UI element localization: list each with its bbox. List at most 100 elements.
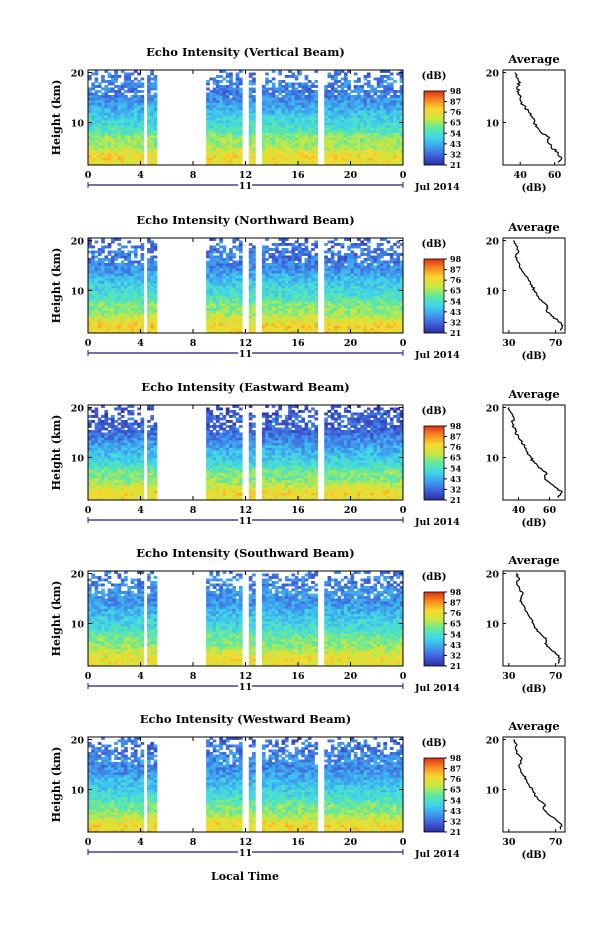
heatmap-cell (91, 145, 95, 148)
heatmap-cell (357, 95, 361, 98)
heatmap-cell (304, 87, 309, 91)
heatmap-cell (271, 117, 276, 121)
heatmap-cell (334, 330, 338, 334)
heatmap-cell (294, 278, 299, 281)
heatmap-cell (248, 72, 253, 76)
heatmap-cell (334, 273, 338, 276)
heatmap-cell (130, 150, 135, 153)
heatmap-cell (140, 248, 145, 251)
heatmap-cell (353, 258, 358, 261)
heatmap-cell (294, 313, 299, 316)
heatmap-cell (133, 250, 138, 254)
heatmap-cell (209, 92, 214, 96)
heatmap-cell (291, 268, 296, 271)
heatmap-cell (278, 305, 282, 309)
heatmap-cell (298, 325, 302, 329)
heatmap-cell (376, 290, 381, 294)
heatmap-cell (107, 260, 112, 264)
heatmap-cell (261, 320, 266, 324)
heatmap-cell (232, 320, 237, 324)
heatmap-cell (133, 270, 138, 274)
heatmap-cell (140, 115, 145, 118)
heatmap-cell (294, 157, 299, 161)
heatmap-cell (104, 100, 109, 103)
heatmap-cell (347, 120, 351, 123)
heatmap-cell (150, 258, 155, 261)
heatmap-cell (225, 325, 230, 329)
heatmap-cell (222, 270, 227, 274)
heatmap-cell (252, 293, 256, 296)
heatmap-cell (376, 325, 381, 329)
colorbar-tick-label: 76 (450, 107, 462, 117)
heatmap-cell (215, 75, 220, 78)
heatmap-cell (265, 120, 269, 123)
heatmap-cell (314, 278, 319, 281)
heatmap-cell (343, 112, 348, 116)
heatmap-cell (281, 313, 286, 316)
heatmap-cell (337, 127, 342, 131)
heatmap-cell (383, 132, 387, 136)
heatmap-cell (275, 263, 279, 266)
heatmap-cell (133, 300, 138, 304)
heatmap-cell (137, 280, 141, 284)
heatmap-cell (206, 105, 210, 108)
heatmap-cell (284, 300, 289, 304)
heatmap-cell (294, 295, 299, 299)
heatmap-cell (235, 268, 240, 271)
heatmap-cell (360, 137, 365, 141)
heatmap-cell (88, 290, 92, 294)
heatmap-cell (117, 310, 122, 314)
heatmap-cell (389, 95, 394, 98)
heatmap-cell (238, 240, 243, 244)
heatmap-cell (110, 90, 115, 93)
heatmap-cell (353, 323, 358, 326)
heatmap-cell (120, 323, 125, 326)
heatmap-cell (278, 92, 282, 96)
heatmap-cell (215, 125, 220, 128)
heatmap-cell (130, 125, 135, 128)
heatmap-cell (330, 150, 335, 153)
heatmap-cell (91, 112, 95, 116)
heatmap-cell (383, 80, 387, 83)
heatmap-cell (140, 300, 145, 304)
heatmap-cell (399, 145, 404, 148)
heatmap-cell (343, 160, 348, 163)
heatmap-cell (107, 283, 112, 286)
heatmap-cell (147, 248, 151, 251)
heatmap-cell (360, 265, 365, 269)
heatmap-cell (265, 313, 269, 316)
heatmap-cell (343, 125, 348, 128)
heatmap-cell (212, 248, 217, 251)
heatmap-cell (261, 253, 266, 256)
heatmap-cell (110, 127, 115, 131)
heatmap-cell (301, 127, 305, 131)
heatmap-cell (340, 313, 345, 316)
heatmap-cell (291, 112, 296, 116)
heatmap-cell (215, 152, 220, 156)
heatmap-cell (130, 132, 135, 136)
heatmap-cell (380, 298, 384, 301)
heatmap-cell (97, 263, 102, 266)
heatmap-cell (153, 130, 158, 133)
heatmap-cell (212, 308, 217, 311)
heatmap-cell (114, 263, 118, 266)
heatmap-cell (327, 95, 332, 98)
heatmap-cell (104, 155, 109, 158)
heatmap-cell (153, 283, 158, 286)
heatmap-cell (350, 258, 355, 261)
heatmap-cell (88, 285, 92, 289)
heatmap-cell (343, 318, 348, 321)
heatmap-cell (206, 315, 210, 319)
heatmap-cell (396, 125, 401, 128)
heatmap-cell (271, 330, 276, 334)
heatmap-cell (130, 328, 135, 331)
heatmap-cell (153, 318, 158, 321)
heatmap-cell (101, 323, 105, 326)
heatmap-cell (265, 330, 269, 334)
heatmap-cell (330, 120, 335, 123)
heatmap-cell (340, 112, 345, 116)
heatmap-cell (94, 293, 99, 296)
heatmap-cell (252, 115, 256, 118)
heatmap-cell (209, 157, 214, 161)
heatmap-cell (386, 112, 391, 116)
